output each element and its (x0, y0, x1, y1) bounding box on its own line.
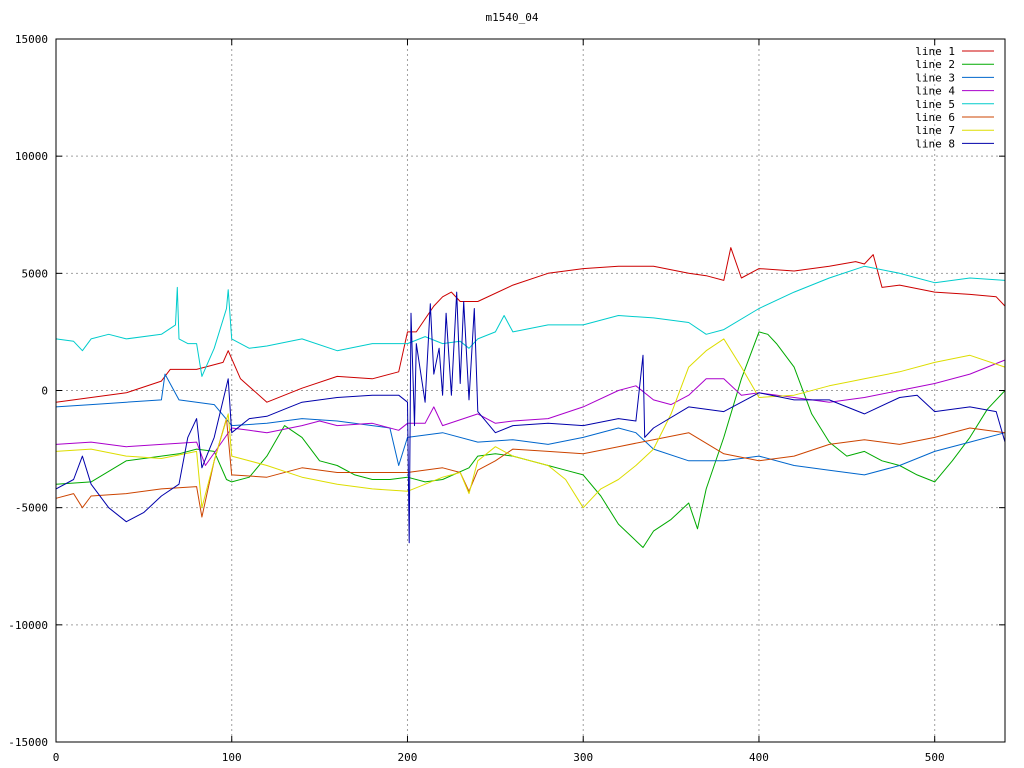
legend-label-8: line 8 (915, 137, 955, 150)
legend-label-4: line 4 (915, 85, 955, 98)
x-tick-label: 300 (573, 751, 593, 764)
series-line-2 (55, 331, 1006, 548)
x-tick-label: 100 (222, 751, 242, 764)
legend-label-7: line 7 (915, 124, 955, 137)
y-tick-label: 10000 (15, 150, 48, 163)
legend-label-1: line 1 (915, 45, 955, 58)
series-line-7 (55, 338, 1006, 509)
y-tick-label: 0 (41, 385, 48, 398)
grid-lines (56, 39, 1005, 742)
y-tick-label: -10000 (8, 619, 48, 632)
legend-label-2: line 2 (915, 58, 955, 71)
y-tick-label: -15000 (8, 736, 48, 749)
x-tick-label: 400 (749, 751, 769, 764)
series-line-8 (55, 291, 1006, 544)
series-line-3 (55, 373, 1006, 476)
y-tick-label: -5000 (15, 502, 48, 515)
series-lines (55, 247, 1006, 548)
x-tick-label: 500 (925, 751, 945, 764)
legend-label-6: line 6 (915, 111, 955, 124)
y-tick-label: 15000 (15, 33, 48, 46)
axis-ticks: 0 100 200 300 400 500 -15000 -10000 -5000 0 5000 10… (8, 33, 1005, 764)
x-tick-label: 200 (398, 751, 418, 764)
x-tick-label: 0 (53, 751, 60, 764)
y-tick-label: 5000 (22, 267, 49, 280)
legend-label-3: line 3 (915, 71, 955, 84)
series-line-5 (55, 265, 1006, 377)
chart-title: m1540_04 (485, 11, 539, 24)
legend-label-5: line 5 (915, 98, 955, 111)
series-line-1 (55, 247, 1006, 403)
